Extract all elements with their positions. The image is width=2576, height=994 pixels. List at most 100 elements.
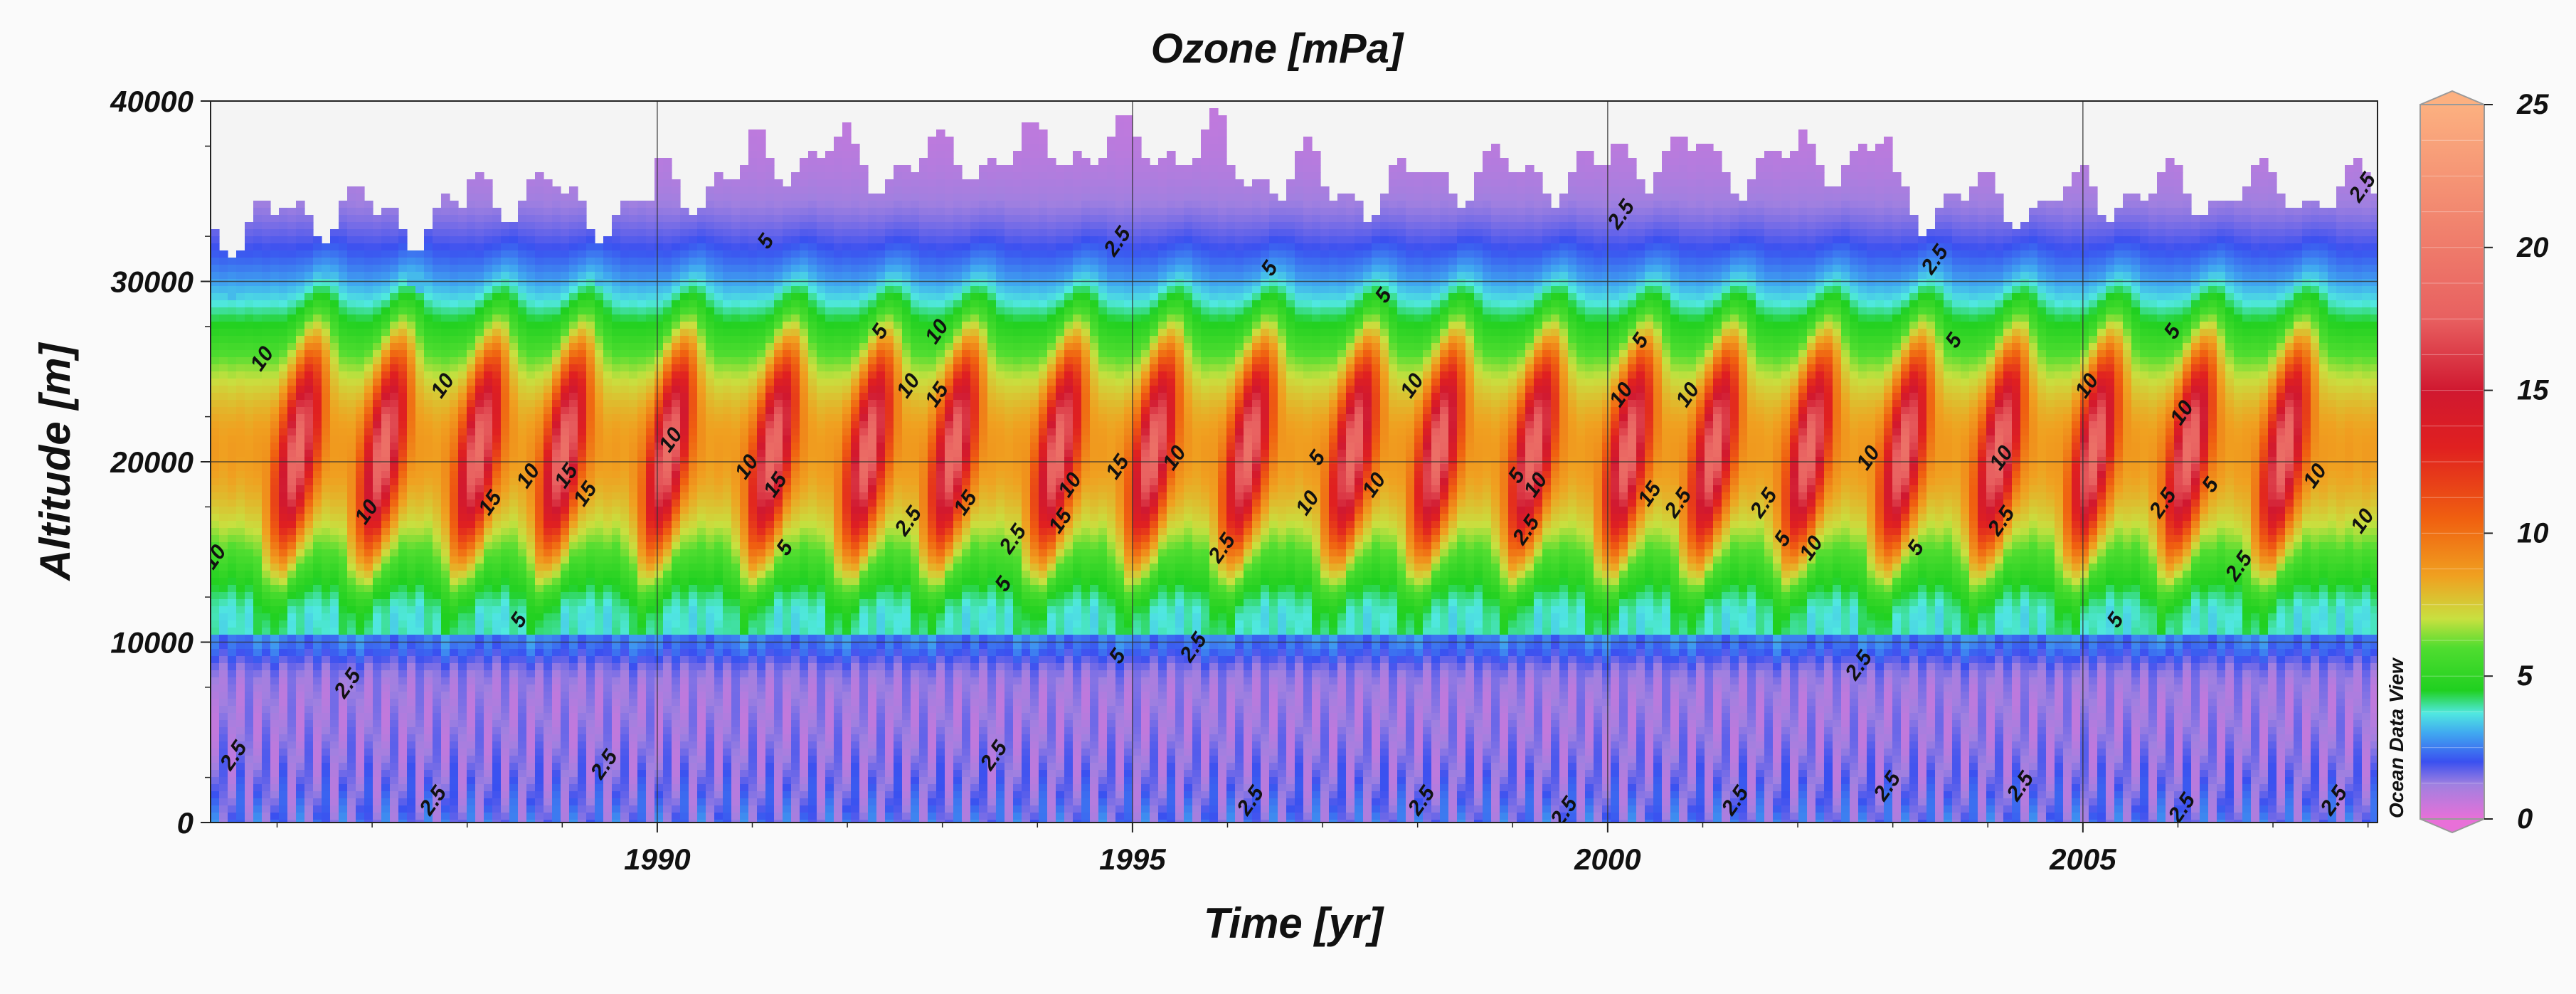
heatmap-cell <box>475 798 484 806</box>
heatmap-cell <box>441 756 450 763</box>
heatmap-cell <box>433 364 442 372</box>
heatmap-cell <box>347 428 356 436</box>
heatmap-cell <box>518 741 527 749</box>
heatmap-cell <box>518 343 527 351</box>
heatmap-cell <box>672 186 681 194</box>
heatmap-cell <box>475 528 484 536</box>
heatmap-cell <box>356 706 365 714</box>
heatmap-cell <box>211 507 220 514</box>
heatmap-cell <box>322 635 331 643</box>
heatmap-cell <box>578 293 587 301</box>
heatmap-cell <box>552 215 561 223</box>
heatmap-cell <box>253 813 263 820</box>
heatmap-cell <box>219 649 228 657</box>
heatmap-cell <box>544 215 553 223</box>
heatmap-cell <box>313 343 322 351</box>
heatmap-cell <box>304 777 314 785</box>
heatmap-cell <box>544 357 553 365</box>
heatmap-cell <box>637 343 647 351</box>
heatmap-cell <box>569 421 578 429</box>
heatmap-cell <box>612 286 621 294</box>
heatmap-cell <box>245 599 254 607</box>
heatmap-cell <box>415 564 425 571</box>
heatmap-cell <box>595 720 604 728</box>
heatmap-cell <box>544 613 553 621</box>
heatmap-cell <box>339 784 348 792</box>
heatmap-cell <box>603 492 613 500</box>
heatmap-cell <box>424 670 433 678</box>
heatmap-cell <box>373 499 382 507</box>
heatmap-cell <box>467 535 476 543</box>
heatmap-cell <box>211 805 220 813</box>
heatmap-cell <box>270 450 280 458</box>
heatmap-cell <box>364 322 373 329</box>
heatmap-cell <box>219 421 228 429</box>
heatmap-cell <box>475 606 484 614</box>
heatmap-cell <box>415 620 425 628</box>
heatmap-cell <box>620 535 630 543</box>
heatmap-cell <box>467 350 476 358</box>
heatmap-cell <box>450 400 459 408</box>
heatmap-cell <box>433 756 442 763</box>
heatmap-cell <box>211 499 220 507</box>
heatmap-cell <box>689 599 698 607</box>
heatmap-cell <box>356 364 365 372</box>
heatmap-cell <box>390 279 399 287</box>
heatmap-cell <box>330 229 339 237</box>
heatmap-cell <box>586 571 595 578</box>
heatmap-cell <box>287 784 297 792</box>
heatmap-cell <box>262 492 271 500</box>
heatmap-cell <box>654 535 664 543</box>
heatmap-cell <box>654 684 664 692</box>
heatmap-cell <box>381 727 391 735</box>
heatmap-cell <box>322 243 331 251</box>
heatmap-cell <box>287 677 297 685</box>
heatmap-cell <box>458 300 467 308</box>
heatmap-cell <box>458 471 467 479</box>
heatmap-cell <box>501 663 510 671</box>
heatmap-cell <box>467 371 476 379</box>
heatmap-cell <box>279 471 288 479</box>
heatmap-cell <box>578 564 587 571</box>
heatmap-cell <box>450 464 459 472</box>
heatmap-cell <box>646 713 655 721</box>
heatmap-cell <box>458 407 467 415</box>
heatmap-cell <box>381 798 391 806</box>
heatmap-cell <box>287 535 297 543</box>
heatmap-cell <box>424 386 433 393</box>
heatmap-cell <box>544 684 553 692</box>
heatmap-cell <box>501 450 510 458</box>
heatmap-cell <box>270 642 280 650</box>
heatmap-cell <box>347 435 356 443</box>
heatmap-cell <box>296 777 305 785</box>
heatmap-cell <box>544 265 553 273</box>
heatmap-cell <box>339 478 348 486</box>
heatmap-cell <box>509 428 519 436</box>
heatmap-cell <box>467 606 476 614</box>
heatmap-cell <box>339 692 348 699</box>
heatmap-cell <box>595 820 604 823</box>
heatmap-cell <box>646 314 655 322</box>
heatmap-cell <box>373 279 382 287</box>
heatmap-cell <box>569 649 578 657</box>
heatmap-cell <box>322 414 331 422</box>
heatmap-cell <box>381 699 391 707</box>
heatmap-cell <box>364 635 373 643</box>
heatmap-cell <box>561 514 570 522</box>
heatmap-cell <box>424 549 433 557</box>
heatmap-cell <box>211 414 220 422</box>
heatmap-cell <box>381 492 391 500</box>
heatmap-cell <box>492 379 502 386</box>
heatmap-cell <box>663 329 672 337</box>
heatmap-cell <box>526 464 536 472</box>
heatmap-cell <box>313 371 322 379</box>
heatmap-cell <box>458 400 467 408</box>
heatmap-cell <box>373 805 382 813</box>
heatmap-cell <box>245 606 254 614</box>
heatmap-cell <box>287 741 297 749</box>
heatmap-cell <box>245 492 254 500</box>
heatmap-cell <box>552 699 561 707</box>
heatmap-cell <box>287 229 297 237</box>
heatmap-cell <box>603 521 613 529</box>
heatmap-cell <box>475 599 484 607</box>
